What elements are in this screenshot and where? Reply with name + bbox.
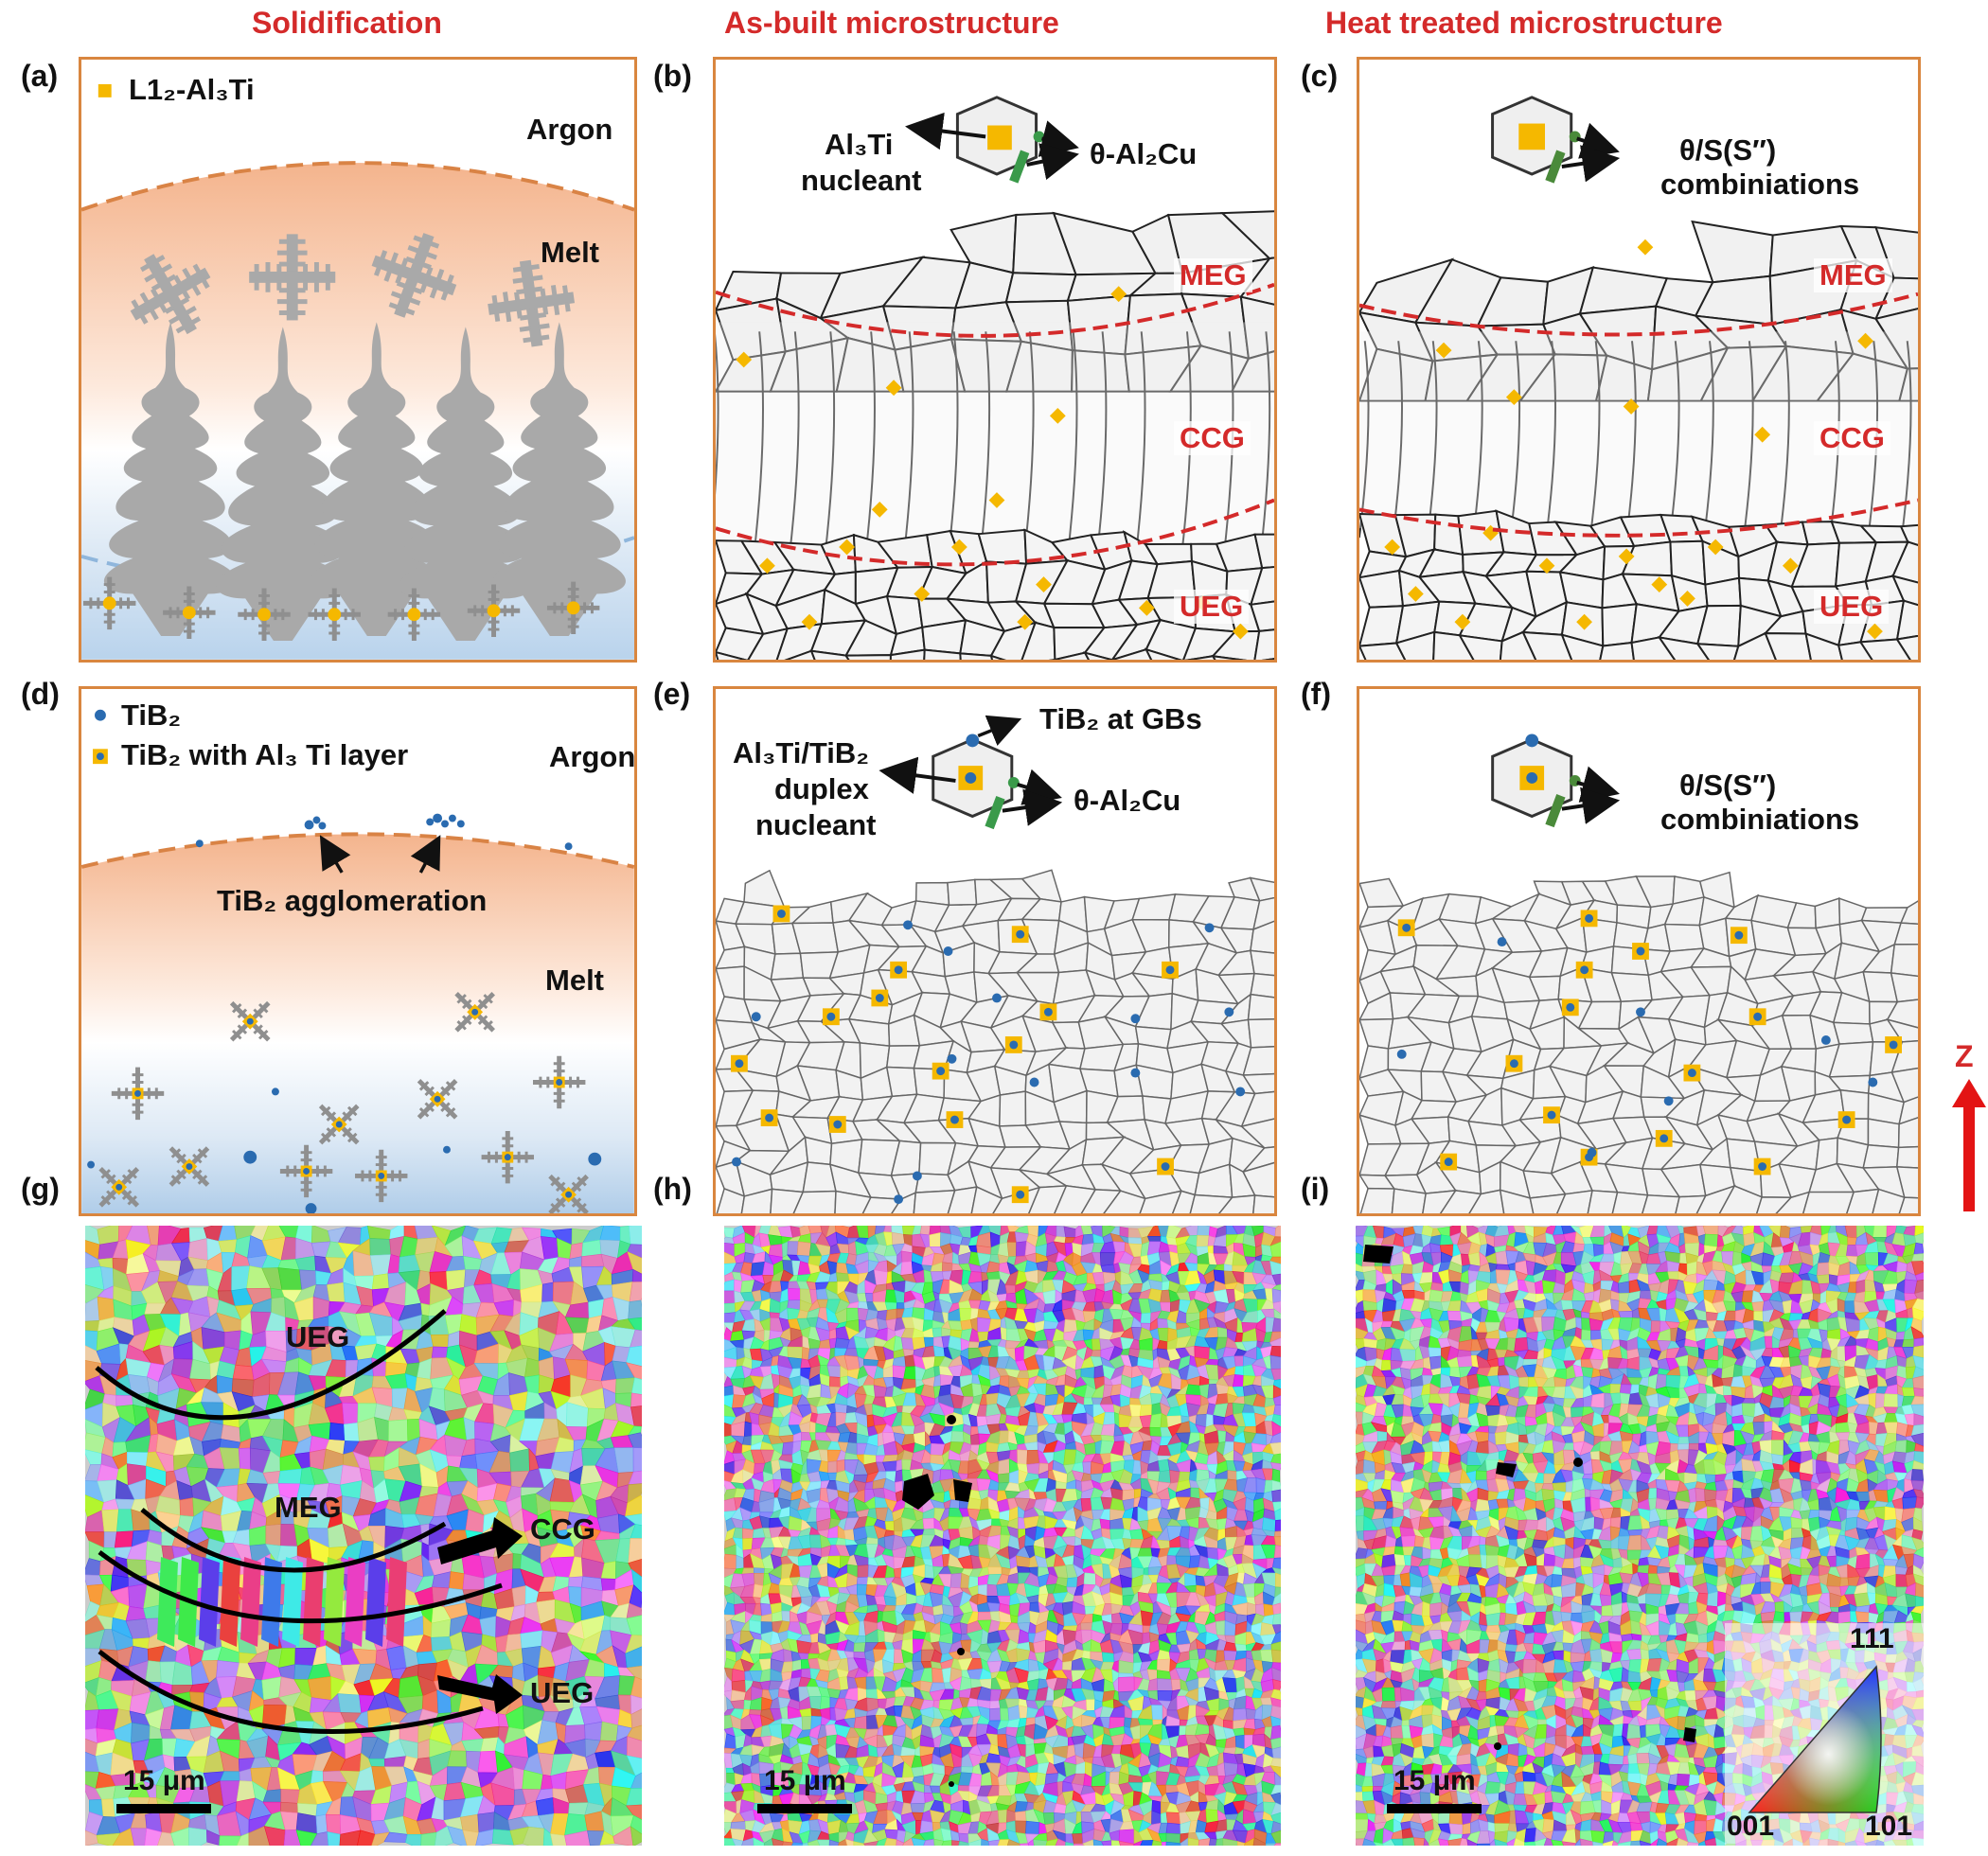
panel-i-defects-scalebar (1363, 1245, 1924, 1846)
panel-a-legend-al3ti: L1₂-Al₃Ti (129, 73, 255, 106)
panel-i-ebsd-map: 15 μm 111 001 101 (1356, 1226, 1924, 1846)
panel-a-diagram (81, 60, 634, 660)
panel-a-solidification-al3ti: L1₂-Al₃Ti Argon Melt (79, 57, 637, 663)
panel-b-grain-network (716, 210, 1274, 660)
panel-b-ccg-label: CCG (1174, 421, 1251, 455)
panel-c-diagram (1359, 60, 1918, 660)
panel-b-precipitate-label: θ-Al₂Cu (1090, 137, 1198, 170)
panel-label-b: (b) (653, 59, 692, 93)
panel-c-ueg-label: UEG (1814, 590, 1890, 624)
panel-e-nucleant-line1: Al₃Ti/TiB₂ (733, 736, 870, 769)
panel-d-legend-layer: TiB₂ with Al₃ Ti layer (121, 738, 409, 771)
panel-a-argon-label: Argon (526, 113, 613, 146)
panel-e-as-built-tib2: TiB₂ at GBs Al₃Ti/TiB₂ duplex nucleant θ… (713, 686, 1277, 1216)
panel-b-nucleant-line1: Al₃Ti (825, 128, 894, 161)
panel-a-melt-label: Melt (541, 236, 599, 269)
panel-label-i: (i) (1301, 1172, 1330, 1206)
panel-e-tib2-gbs-label: TiB₂ at GBs (1039, 702, 1202, 735)
panel-g-scale-label: 15 μm (123, 1765, 205, 1796)
panel-g-meg-label: MEG (275, 1491, 342, 1524)
panel-label-g: (g) (21, 1172, 60, 1206)
panel-d-legend-tib2: TiB₂ (121, 698, 182, 732)
panel-d-diagram (81, 689, 634, 1213)
panel-f-heat-treated-tib2: θ/S(S″) combiniations (1357, 686, 1921, 1216)
panel-h-ebsd-map: 15 μm (724, 1226, 1281, 1846)
panel-f-combo-line1: θ/S(S″) (1679, 769, 1777, 802)
panel-d-melt-label: Melt (545, 963, 604, 997)
panel-label-c: (c) (1301, 59, 1339, 93)
panel-d-argon-label: Argon (549, 740, 636, 773)
panel-d-agglomeration-label: TiB₂ agglomeration (217, 884, 488, 917)
panel-c-meg-label: MEG (1814, 258, 1892, 292)
panel-i-ipf-111-label: 111 (1850, 1623, 1894, 1654)
panel-f-diagram (1359, 689, 1918, 1213)
panel-e-precipitate-label: θ-Al₂Cu (1074, 784, 1181, 817)
panel-e-grain-network (716, 869, 1274, 1213)
panel-b-ueg-label: UEG (1174, 590, 1250, 624)
panel-label-a: (a) (21, 59, 59, 93)
panel-e-nucleant-line2: duplex (774, 772, 869, 805)
panel-i-scale-label: 15 μm (1393, 1765, 1476, 1796)
build-direction-label: Z (1955, 1039, 1974, 1073)
panel-d-solidification-tib2: TiB₂ TiB₂ with Al₃ Ti layer Argon TiB₂ a… (79, 686, 637, 1216)
panel-c-heat-treated-al3ti: θ/S(S″) combiniations MEG CCG UEG (1357, 57, 1921, 663)
panel-label-d: (d) (21, 677, 60, 711)
panel-f-combo-line2: combiniations (1660, 803, 1860, 836)
panel-e-diagram (716, 689, 1274, 1213)
column-title-solidification: Solidification (252, 6, 442, 40)
panel-g-ebsd-map: UEG MEG CCG UEG 15 μm (85, 1226, 642, 1846)
panel-b-nucleant-line2: nucleant (801, 164, 922, 197)
panel-g-boundary-lines (95, 1309, 523, 1813)
column-title-as-built: As-built microstructure (724, 6, 1059, 40)
panel-i-ipf-001-label: 001 (1727, 1811, 1775, 1842)
panel-label-e: (e) (653, 677, 691, 711)
panel-h-defects-scalebar (757, 1415, 972, 1813)
panel-c-combo-line1: θ/S(S″) (1679, 133, 1777, 167)
panel-b-as-built-al3ti: Al₃Ti nucleant θ-Al₂Cu MEG CCG UEG (713, 57, 1277, 663)
panel-i-ipf-101-label: 101 (1865, 1811, 1913, 1842)
panel-h-scale-label: 15 μm (764, 1765, 846, 1796)
panel-g-ueg-top-label: UEG (286, 1320, 350, 1353)
panel-e-nucleant-line3: nucleant (755, 808, 877, 841)
panel-b-meg-label: MEG (1174, 258, 1252, 292)
panel-c-ccg-label: CCG (1814, 421, 1890, 455)
panel-label-h: (h) (653, 1172, 692, 1206)
column-title-heat-treated: Heat treated microstructure (1325, 6, 1723, 40)
panel-label-f: (f) (1301, 677, 1331, 711)
panel-g-ccg-label: CCG (530, 1512, 595, 1546)
panel-g-ueg-bottom-label: UEG (530, 1676, 595, 1709)
panel-h-ipf-mosaic (724, 1226, 1281, 1846)
panel-f-grain-network (1359, 871, 1918, 1213)
panel-g-ipf-mosaic (85, 1226, 642, 1846)
build-direction-arrow (1952, 1079, 1986, 1211)
panel-b-diagram (716, 60, 1274, 660)
panel-c-combo-line2: combiniations (1660, 168, 1860, 201)
